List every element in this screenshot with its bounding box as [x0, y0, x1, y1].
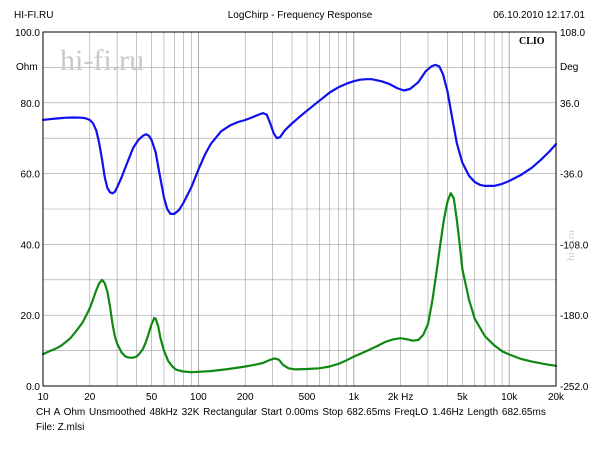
x-tick-label: 10k: [501, 392, 518, 403]
measurement-params: CH A Ohm Unsmoothed 48kHz 32K Rectangula…: [36, 407, 546, 418]
y2-tick-label: -108.0: [560, 240, 589, 251]
y-axis-label-left: Ohm: [16, 62, 38, 73]
clio-logo: CLIO: [519, 36, 545, 47]
x-tick-label: 20: [84, 392, 96, 403]
file-label: File: Z.mlsi: [36, 422, 85, 433]
series-layer: [41, 63, 558, 374]
tick-labels: 10 20 50 100 200 500 1k 2k Hz 5k 10k 20k 0.0 20.0 40.…: [15, 28, 589, 403]
header-left-label: HI-FI.RU: [14, 10, 54, 21]
watermark-logo: hi-fi.ru: [60, 44, 145, 77]
plot-frame: [42, 31, 557, 387]
x-tick-label: 2k Hz: [388, 392, 414, 403]
y2-tick-label: 36.0: [560, 99, 580, 110]
impedance-series-line: [41, 192, 558, 374]
y-tick-label: 100.0: [15, 28, 40, 39]
x-tick-label: 10: [37, 392, 49, 403]
y-axis-label-right: Deg: [560, 62, 579, 73]
x-tick-label: 50: [146, 392, 158, 403]
y-tick-label: 60.0: [21, 170, 41, 181]
y-tick-label: 40.0: [21, 240, 41, 251]
y2-tick-label: -36.0: [560, 170, 583, 181]
y2-tick-label: -180.0: [560, 311, 589, 322]
y2-tick-label: -252.0: [560, 382, 589, 393]
x-tick-label: 200: [237, 392, 254, 403]
side-watermark: hi-fi.ru: [565, 230, 577, 261]
x-tick-label: 1k: [349, 392, 361, 403]
x-tick-label: 500: [299, 392, 316, 403]
grid: [43, 32, 556, 386]
y2-tick-label: 108.0: [560, 28, 585, 39]
phase-series-line: [41, 63, 558, 215]
y-tick-label: 20.0: [21, 311, 41, 322]
x-tick-label: 5k: [457, 392, 469, 403]
x-tick-label: 20k: [548, 392, 565, 403]
timestamp-label: 06.10.2010 12.17.01: [493, 10, 585, 21]
y-tick-label: 80.0: [21, 99, 41, 110]
x-tick-label: 100: [190, 392, 207, 403]
y-tick-label: 0.0: [26, 382, 40, 393]
chart-title: LogChirp - Frequency Response: [227, 10, 373, 21]
